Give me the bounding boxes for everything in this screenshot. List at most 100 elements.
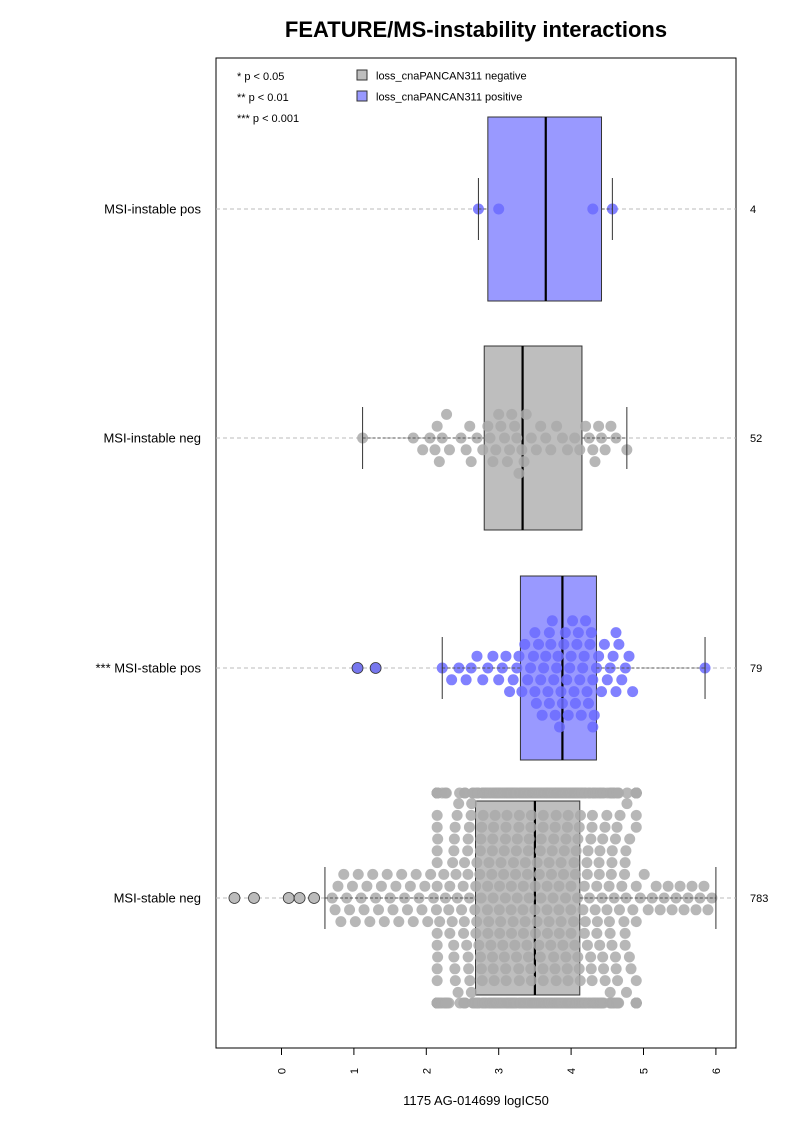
data-point: [463, 963, 475, 975]
data-point: [511, 662, 523, 674]
data-point: [459, 857, 471, 869]
data-point: [501, 456, 513, 468]
data-point: [537, 809, 549, 821]
data-point: [567, 615, 579, 627]
data-point: [505, 880, 517, 892]
data-point: [459, 997, 471, 1009]
x-axis: 0 1 2 3 4 5 6: [277, 1047, 723, 1074]
data-point: [541, 927, 553, 939]
data-point: [589, 904, 601, 916]
data-point: [431, 975, 443, 987]
data-point: [545, 939, 557, 951]
data-point: [555, 857, 567, 869]
data-point: [581, 857, 593, 869]
data-point: [352, 868, 364, 880]
data-point: [625, 963, 637, 975]
data-point: [477, 809, 489, 821]
data-point: [550, 809, 562, 821]
data-point: [562, 975, 574, 987]
data-point: [530, 697, 542, 709]
data-point: [513, 821, 525, 833]
data-point: [587, 203, 599, 215]
data-point: [518, 456, 530, 468]
data-point: [431, 857, 443, 869]
data-point: [565, 880, 577, 892]
data-point: [553, 927, 565, 939]
data-point: [619, 927, 631, 939]
data-point: [449, 821, 461, 833]
x-axis-title: 1175 AG-014699 logIC50: [403, 1093, 549, 1108]
data-point: [471, 857, 483, 869]
legend-entry-label: loss_cnaPANCAN311 positive: [376, 92, 522, 104]
data-point: [596, 686, 608, 698]
data-point: [594, 939, 606, 951]
data-point: [466, 798, 478, 810]
data-point: [487, 963, 499, 975]
data-point: [686, 880, 698, 892]
data-point: [577, 904, 589, 916]
data-point: [549, 821, 561, 833]
data-point: [578, 650, 590, 662]
data-point: [572, 892, 584, 904]
data-point: [338, 868, 350, 880]
data-point: [410, 868, 422, 880]
data-point: [561, 674, 573, 686]
data-point: [513, 809, 525, 821]
data-point: [560, 892, 572, 904]
data-point: [610, 432, 622, 444]
data-point: [553, 904, 565, 916]
data-point: [568, 686, 580, 698]
data-point: [506, 408, 518, 420]
outlier-point: [369, 662, 382, 674]
data-point: [594, 845, 606, 857]
data-point: [559, 627, 571, 639]
data-point: [487, 951, 499, 963]
data-point: [604, 927, 616, 939]
points-layer: [228, 203, 718, 1009]
data-point: [630, 787, 642, 799]
data-point: [501, 809, 513, 821]
data-point: [610, 627, 622, 639]
data-point: [601, 904, 613, 916]
data-point: [627, 904, 639, 916]
group-count: 52: [750, 433, 762, 445]
data-point: [516, 444, 528, 456]
data-point: [521, 939, 533, 951]
data-point: [606, 857, 618, 869]
data-point: [517, 904, 529, 916]
data-point: [610, 686, 622, 698]
data-point: [349, 916, 361, 928]
data-point: [476, 821, 488, 833]
data-point: [495, 916, 507, 928]
data-point: [613, 997, 625, 1009]
data-point: [621, 798, 633, 810]
data-point: [500, 975, 512, 987]
x-tick-label: 1: [349, 1068, 361, 1074]
data-point: [593, 857, 605, 869]
x-tick-label: 4: [566, 1068, 578, 1074]
data-point: [565, 904, 577, 916]
data-point: [702, 904, 714, 916]
data-point: [493, 408, 505, 420]
data-point: [474, 951, 486, 963]
data-point: [593, 868, 605, 880]
category-label: MSI-instable neg: [103, 431, 201, 446]
data-point: [546, 615, 558, 627]
count-labels: 4 52 79 783: [750, 204, 768, 905]
data-point: [335, 916, 347, 928]
data-point: [448, 939, 460, 951]
data-point: [586, 975, 598, 987]
data-point: [455, 432, 467, 444]
data-point: [473, 939, 485, 951]
data-point: [404, 880, 416, 892]
data-point: [413, 892, 425, 904]
data-point: [482, 880, 494, 892]
data-point: [555, 916, 567, 928]
data-point: [431, 880, 443, 892]
data-point: [504, 686, 516, 698]
data-point: [482, 927, 494, 939]
data-point: [344, 904, 356, 916]
data-point: [477, 444, 489, 456]
data-point: [443, 904, 455, 916]
